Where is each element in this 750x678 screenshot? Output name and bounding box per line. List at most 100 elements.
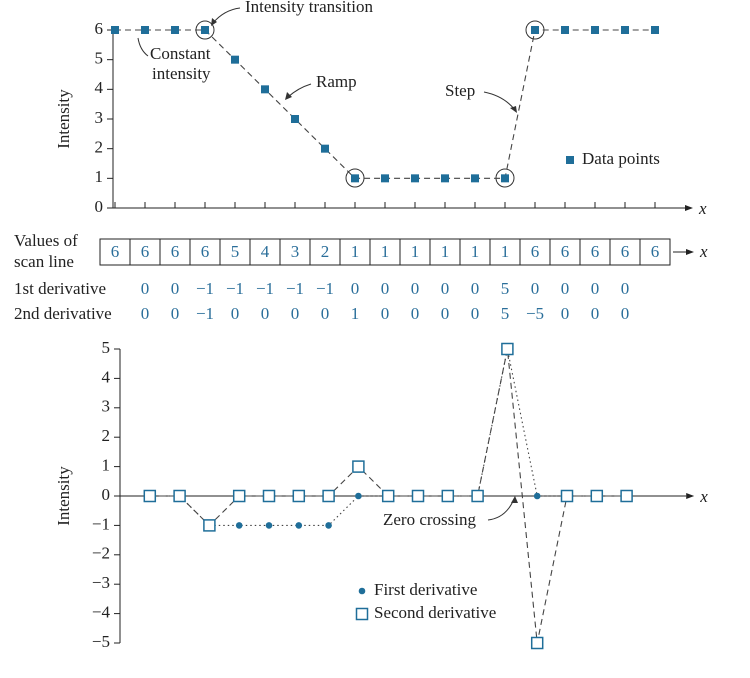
y-tick-label: 4	[102, 367, 111, 386]
cell-value: 6	[561, 242, 570, 261]
cell-value: 5	[501, 279, 510, 298]
marker	[358, 587, 366, 595]
marker	[265, 522, 273, 529]
cell-value: 0	[231, 304, 240, 323]
series-line	[149, 348, 627, 526]
marker	[651, 26, 659, 34]
row-label: 1st derivative	[14, 279, 106, 298]
legend-label: Data points	[582, 149, 660, 168]
arrowhead	[511, 496, 518, 503]
cell-value: 1	[351, 304, 360, 323]
cell-value: 0	[321, 304, 330, 323]
leader	[287, 83, 312, 98]
cell-value: 6	[591, 242, 600, 261]
annotation: Constant	[150, 44, 211, 63]
leader	[487, 498, 515, 521]
y-tick-label: 5	[95, 49, 104, 68]
marker	[471, 174, 479, 183]
marker	[231, 55, 239, 64]
marker	[352, 460, 365, 473]
y-tick-label: 2	[95, 138, 104, 157]
y-axis-label: Intensity	[54, 466, 73, 526]
y-tick-label: −4	[92, 603, 111, 622]
marker	[295, 522, 303, 529]
marker	[111, 26, 119, 34]
row-label: 2nd derivative	[14, 304, 112, 323]
marker	[471, 489, 484, 503]
cell-value: 3	[291, 242, 300, 261]
arrowhead	[510, 106, 517, 113]
cell-value: −1	[286, 279, 304, 298]
marker	[411, 489, 425, 503]
marker	[203, 519, 216, 532]
marker	[411, 174, 419, 183]
marker	[533, 492, 541, 500]
marker	[590, 489, 604, 503]
marker	[531, 26, 539, 34]
marker	[621, 26, 629, 34]
arrowhead	[211, 18, 217, 26]
y-tick-label: −5	[92, 632, 110, 651]
marker	[441, 174, 449, 183]
cell-value: 6	[621, 242, 630, 261]
marker	[501, 174, 509, 183]
x-axis-label: x	[698, 199, 707, 218]
cell-value: 0	[441, 279, 450, 298]
table-arrowhead	[686, 249, 694, 255]
marker	[441, 489, 455, 503]
cell-value: 6	[531, 242, 540, 261]
cell-value: 2	[321, 242, 330, 261]
annotation: Intensity transition	[245, 0, 373, 16]
legend-label: Second derivative	[374, 603, 496, 622]
cell-value: 0	[351, 279, 360, 298]
marker	[173, 489, 186, 503]
marker	[232, 489, 246, 503]
marker	[262, 489, 276, 503]
cell-value: 0	[621, 279, 630, 298]
cell-value: 6	[201, 242, 210, 261]
marker	[355, 607, 369, 621]
cell-value: 1	[381, 242, 390, 261]
y-tick-label: 6	[95, 19, 104, 38]
cell-value: −1	[226, 279, 244, 298]
cell-value: 4	[261, 242, 270, 261]
cell-value: 1	[441, 242, 450, 261]
cell-value: 6	[111, 242, 120, 261]
cell-value: −1	[196, 304, 214, 323]
leader	[137, 37, 149, 57]
y-tick-label: 1	[95, 167, 104, 186]
cell-value: 0	[531, 279, 540, 298]
marker	[381, 489, 395, 503]
cell-value: 6	[651, 242, 660, 261]
annotation: intensity	[152, 64, 211, 83]
x-axis-arrow	[686, 493, 695, 499]
x-axis-arrow	[685, 205, 693, 211]
marker	[291, 115, 299, 123]
cell-value: 1	[351, 242, 360, 261]
y-tick-label: −1	[92, 514, 110, 533]
cell-value: 0	[411, 279, 420, 298]
row-label: Values of	[14, 231, 78, 250]
marker	[322, 489, 335, 503]
row-label: scan line	[14, 252, 74, 271]
y-tick-label: −2	[92, 544, 110, 563]
cell-value: 6	[171, 242, 180, 261]
cell-value: 0	[471, 304, 480, 323]
legend-label: First derivative	[374, 580, 477, 599]
cell-value: 0	[441, 304, 450, 323]
y-tick-label: 0	[102, 485, 111, 504]
y-axis-label: Intensity	[54, 89, 73, 149]
y-tick-label: 0	[95, 197, 104, 216]
y-tick-label: 2	[102, 426, 111, 445]
cell-value: −1	[196, 279, 214, 298]
marker	[321, 144, 329, 153]
cell-value: 5	[231, 242, 240, 261]
arrowhead	[285, 92, 292, 100]
marker	[143, 489, 157, 503]
marker	[561, 26, 569, 34]
cell-value: 0	[591, 279, 600, 298]
cell-value: −5	[526, 304, 544, 323]
cell-value: 1	[411, 242, 420, 261]
cell-value: 0	[381, 279, 390, 298]
